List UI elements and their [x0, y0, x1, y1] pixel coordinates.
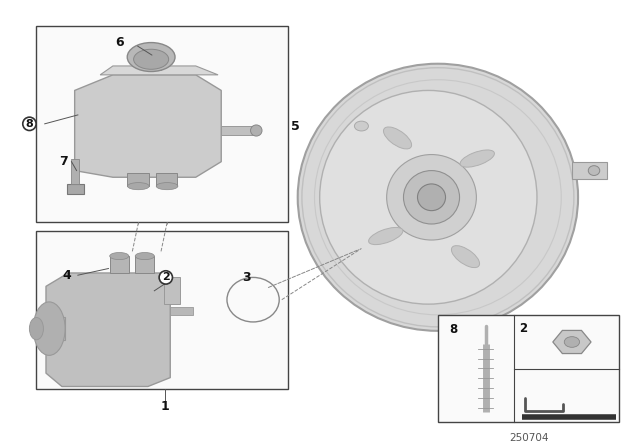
Bar — [36, 26, 288, 222]
Bar — [221, 126, 256, 135]
Bar — [438, 315, 620, 422]
Text: 8: 8 — [449, 323, 458, 336]
Bar — [127, 173, 148, 186]
Ellipse shape — [403, 171, 460, 224]
Text: 2: 2 — [162, 272, 170, 282]
Bar — [109, 256, 129, 273]
Bar — [170, 307, 193, 315]
Polygon shape — [75, 75, 221, 177]
Ellipse shape — [387, 155, 476, 240]
Ellipse shape — [250, 125, 262, 136]
Bar — [135, 256, 154, 273]
Ellipse shape — [417, 184, 445, 211]
Text: 7: 7 — [60, 155, 68, 168]
Ellipse shape — [156, 183, 178, 190]
Ellipse shape — [134, 49, 169, 69]
Text: 3: 3 — [243, 271, 251, 284]
Ellipse shape — [355, 121, 369, 131]
Ellipse shape — [451, 246, 479, 267]
Polygon shape — [100, 66, 218, 75]
Bar — [141, 59, 161, 70]
Bar — [67, 184, 84, 194]
Ellipse shape — [127, 43, 175, 72]
Bar — [164, 277, 180, 304]
Text: 2: 2 — [519, 322, 527, 335]
Text: 5: 5 — [291, 121, 300, 134]
Ellipse shape — [383, 127, 412, 149]
Ellipse shape — [135, 253, 154, 260]
Ellipse shape — [588, 166, 600, 176]
Text: 6: 6 — [115, 36, 124, 49]
Circle shape — [564, 336, 580, 347]
Ellipse shape — [33, 302, 65, 355]
Ellipse shape — [29, 318, 44, 340]
Polygon shape — [572, 162, 607, 180]
Text: 1: 1 — [161, 400, 170, 413]
Bar — [36, 231, 288, 389]
Ellipse shape — [109, 253, 129, 260]
Ellipse shape — [460, 150, 495, 167]
Ellipse shape — [369, 228, 403, 245]
Text: 4: 4 — [63, 269, 72, 282]
Polygon shape — [46, 273, 170, 387]
Ellipse shape — [298, 64, 578, 331]
Bar — [156, 173, 177, 186]
Ellipse shape — [320, 90, 537, 304]
Text: 8: 8 — [26, 119, 33, 129]
Ellipse shape — [127, 183, 149, 190]
Bar — [71, 159, 79, 184]
Bar — [36, 318, 65, 340]
Text: 250704: 250704 — [509, 433, 548, 443]
